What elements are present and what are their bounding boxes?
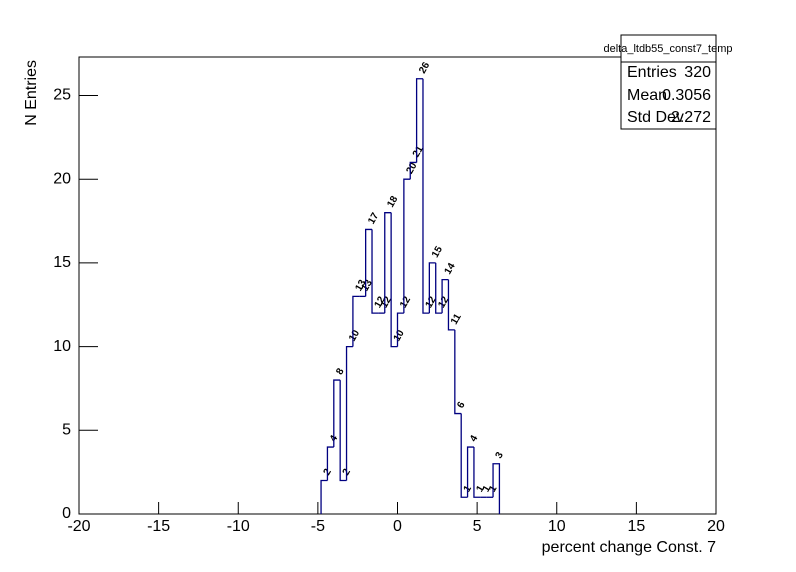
value-label: 12 <box>373 294 388 310</box>
y-tick-label: 5 <box>62 422 71 439</box>
bar <box>447 279 455 331</box>
bar <box>326 446 334 481</box>
bar <box>396 312 404 347</box>
bar <box>441 278 449 314</box>
bar <box>403 178 411 314</box>
stats-key: Mean <box>627 87 667 104</box>
bar <box>339 380 347 482</box>
y-axis-label: N Entries <box>23 60 40 126</box>
bar <box>473 447 481 498</box>
y-tick-label: 20 <box>53 170 71 187</box>
stats-value: 0.3056 <box>662 87 711 104</box>
bar <box>352 295 360 347</box>
bar <box>454 329 462 415</box>
y-tick-label: 15 <box>53 254 71 271</box>
bar <box>415 78 423 163</box>
bar <box>466 446 474 498</box>
stats-key: Std Dev <box>627 109 684 126</box>
bar <box>365 228 373 297</box>
x-tick-label: -20 <box>67 518 90 535</box>
bar <box>492 463 501 514</box>
value-label: 8 <box>334 366 347 377</box>
value-label: 21 <box>411 144 426 160</box>
value-label: 15 <box>430 244 445 260</box>
x-tick-label: 0 <box>393 518 402 535</box>
y-tick-label: 0 <box>62 505 71 522</box>
value-label: 3 <box>494 450 507 461</box>
x-tick-label: -5 <box>311 518 325 535</box>
bar <box>435 262 443 314</box>
x-tick-label: 20 <box>707 518 725 535</box>
x-axis-label: percent change Const. 7 <box>542 539 716 556</box>
bar <box>345 345 353 481</box>
y-tick-label: 25 <box>53 87 71 104</box>
value-label: 10 <box>347 328 362 344</box>
value-label: 10 <box>392 328 407 344</box>
value-label: 1 <box>474 483 487 494</box>
value-label: 17 <box>366 211 381 227</box>
x-tick-label: -10 <box>227 518 250 535</box>
y-tick-label: 10 <box>53 338 71 355</box>
value-label: 13 <box>353 278 368 294</box>
value-label: 6 <box>455 400 468 411</box>
x-tick-label: 5 <box>473 518 482 535</box>
value-label: 18 <box>385 194 400 210</box>
bar <box>384 212 392 314</box>
x-tick-label: -15 <box>147 518 170 535</box>
bar <box>333 379 341 448</box>
bar <box>409 161 417 180</box>
bar <box>460 413 468 498</box>
value-label: 26 <box>417 60 432 76</box>
stats-value: 320 <box>684 64 711 81</box>
value-label: 13 <box>360 278 375 294</box>
x-tick-label: 15 <box>627 518 645 535</box>
stats-key: Entries <box>627 64 677 81</box>
value-label: 12 <box>379 294 394 310</box>
bar <box>428 262 436 314</box>
value-label: 12 <box>398 294 413 310</box>
bar <box>371 229 379 314</box>
stats-box: delta_ltdb55_const7_temp Entries 320 Mea… <box>603 34 733 130</box>
bar <box>320 479 328 514</box>
bar <box>422 78 430 314</box>
value-label: 12 <box>436 294 451 310</box>
value-label: 1 <box>481 483 494 494</box>
stats-frame <box>620 34 717 130</box>
bar <box>390 212 398 348</box>
value-label: 4 <box>468 433 481 444</box>
stats-value: 2.272 <box>671 109 711 126</box>
value-label: 12 <box>424 294 439 310</box>
stats-title: delta_ltdb55_const7_temp <box>603 43 732 55</box>
value-label: 14 <box>443 261 458 277</box>
value-label: 20 <box>404 161 419 177</box>
x-tick-label: 10 <box>548 518 566 535</box>
